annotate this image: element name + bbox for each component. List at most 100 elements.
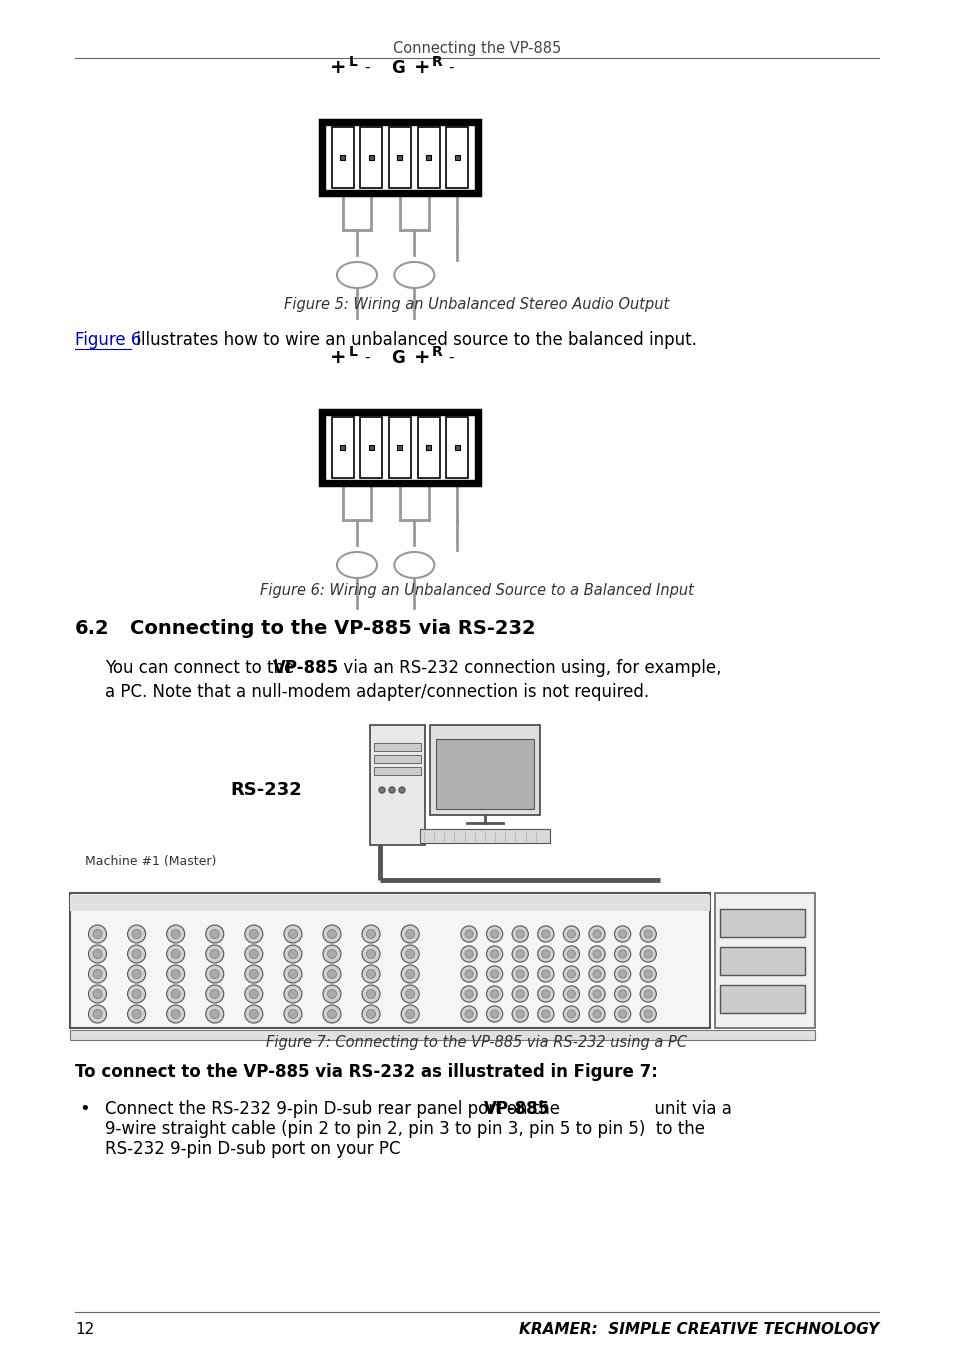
Text: Figure 6: Wiring an Unbalanced Source to a Balanced Input: Figure 6: Wiring an Unbalanced Source to… (260, 582, 693, 597)
Circle shape (460, 926, 476, 942)
Circle shape (128, 1005, 146, 1024)
Bar (720, 946, 804, 975)
Circle shape (490, 990, 498, 998)
Text: Machine #1 (Master): Machine #1 (Master) (85, 856, 216, 868)
Bar (455, 154, 459, 160)
Text: a PC. Note that a null-modem adapter/connection is not required.: a PC. Note that a null-modem adapter/con… (105, 682, 648, 701)
Circle shape (516, 969, 524, 978)
Circle shape (562, 1006, 578, 1022)
Circle shape (245, 925, 263, 942)
Text: 9-wire straight cable (pin 2 to pin 2, pin 3 to pin 3, pin 5 to pin 5)  to the: 9-wire straight cable (pin 2 to pin 2, p… (105, 1120, 704, 1137)
Text: KRAMER:  SIMPLE CREATIVE TECHNOLOGY: KRAMER: SIMPLE CREATIVE TECHNOLOGY (518, 1323, 878, 1338)
Bar (70, 895, 709, 911)
Circle shape (512, 965, 528, 982)
Circle shape (639, 965, 656, 982)
Circle shape (89, 984, 107, 1003)
Circle shape (323, 945, 340, 963)
Circle shape (567, 969, 575, 978)
Text: -: - (364, 60, 370, 74)
Circle shape (541, 990, 549, 998)
Text: Figure 5: Wiring an Unbalanced Stereo Audio Output: Figure 5: Wiring an Unbalanced Stereo Au… (284, 298, 669, 313)
Circle shape (618, 930, 626, 938)
Circle shape (405, 969, 415, 979)
Circle shape (490, 969, 498, 978)
Bar (389, 127, 411, 188)
Circle shape (284, 1005, 301, 1024)
Circle shape (366, 949, 375, 959)
Circle shape (398, 787, 405, 793)
Circle shape (400, 1005, 418, 1024)
Circle shape (327, 969, 336, 979)
Circle shape (643, 951, 652, 959)
Bar (360, 417, 382, 478)
Ellipse shape (394, 552, 434, 578)
Circle shape (93, 1010, 102, 1018)
Circle shape (210, 929, 219, 938)
Bar (455, 445, 459, 450)
Circle shape (618, 990, 626, 998)
Circle shape (512, 986, 528, 1002)
Circle shape (245, 984, 263, 1003)
Circle shape (249, 969, 258, 979)
Circle shape (614, 946, 630, 963)
Circle shape (460, 946, 476, 963)
Circle shape (614, 986, 630, 1002)
Bar (417, 127, 439, 188)
Circle shape (89, 945, 107, 963)
Circle shape (588, 1006, 604, 1022)
Circle shape (643, 930, 652, 938)
Circle shape (362, 925, 379, 942)
Bar (70, 894, 709, 1028)
Circle shape (288, 1010, 297, 1018)
Bar (417, 417, 439, 478)
Circle shape (167, 945, 185, 963)
Bar (374, 756, 420, 764)
Circle shape (323, 925, 340, 942)
Circle shape (512, 1006, 528, 1022)
Text: 6.2: 6.2 (75, 619, 110, 638)
Circle shape (288, 969, 297, 979)
Circle shape (327, 990, 336, 998)
Circle shape (593, 951, 600, 959)
Text: VP-885: VP-885 (273, 659, 338, 677)
Text: •: • (79, 1099, 91, 1118)
Circle shape (171, 929, 180, 938)
Circle shape (639, 946, 656, 963)
Circle shape (541, 951, 549, 959)
Bar (436, 739, 534, 808)
Circle shape (567, 951, 575, 959)
Circle shape (89, 925, 107, 942)
Circle shape (128, 984, 146, 1003)
Circle shape (206, 984, 224, 1003)
Circle shape (593, 990, 600, 998)
Text: Connecting the VP-885: Connecting the VP-885 (393, 41, 560, 56)
Circle shape (460, 965, 476, 982)
Circle shape (562, 986, 578, 1002)
Circle shape (128, 965, 146, 983)
Circle shape (486, 986, 502, 1002)
Circle shape (366, 1010, 375, 1018)
Text: R: R (431, 345, 442, 359)
Ellipse shape (336, 263, 376, 288)
Circle shape (614, 1006, 630, 1022)
Circle shape (405, 990, 415, 998)
Circle shape (132, 969, 141, 979)
Circle shape (460, 1006, 476, 1022)
Bar (332, 417, 354, 478)
Circle shape (618, 951, 626, 959)
Circle shape (245, 945, 263, 963)
Circle shape (562, 965, 578, 982)
Circle shape (249, 949, 258, 959)
Circle shape (89, 1005, 107, 1024)
Circle shape (93, 949, 102, 959)
Circle shape (460, 986, 476, 1002)
Circle shape (516, 951, 524, 959)
Circle shape (362, 965, 379, 983)
Ellipse shape (336, 552, 376, 578)
Text: +: + (330, 58, 346, 77)
Circle shape (249, 990, 258, 998)
Circle shape (567, 990, 575, 998)
Circle shape (512, 946, 528, 963)
Circle shape (464, 969, 473, 978)
Circle shape (284, 945, 301, 963)
